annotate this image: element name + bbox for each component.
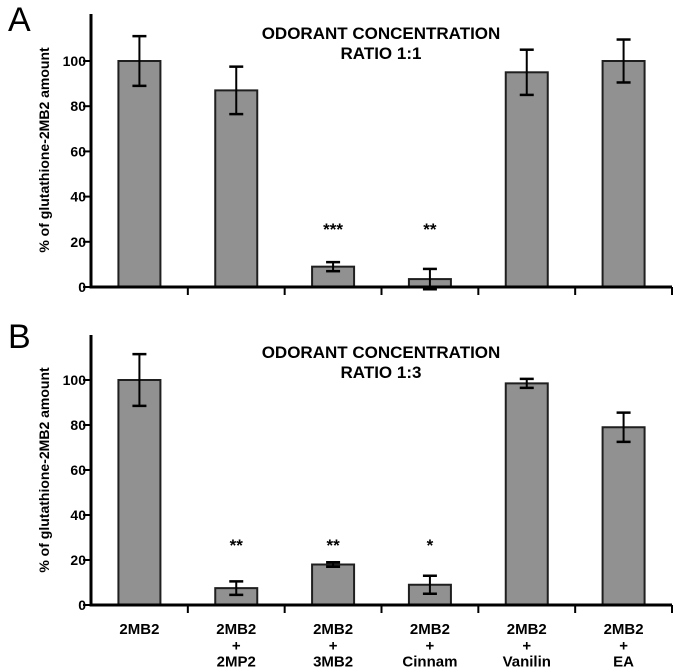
chart-title: ODORANT CONCENTRATION: [262, 24, 501, 43]
y-tick-label: 0: [78, 597, 86, 613]
y-tick-label: 60: [70, 462, 86, 478]
significance-asterisks: **: [423, 220, 437, 239]
x-category-label-line: Cinnam: [402, 654, 457, 668]
bar: [117, 379, 162, 606]
bar: [504, 382, 549, 606]
x-category-label-line: +: [619, 637, 628, 654]
bar: [311, 563, 356, 606]
bar: [601, 426, 646, 606]
bar: [117, 60, 162, 288]
y-tick-label: 100: [63, 372, 87, 388]
bar: [601, 60, 646, 288]
panel-letter: A: [8, 1, 31, 39]
panel-letter: B: [8, 318, 31, 356]
significance-asterisks: **: [326, 536, 340, 555]
bar: [504, 71, 549, 288]
chart-title: ODORANT CONCENTRATION: [262, 343, 501, 362]
y-tick-label: 20: [70, 552, 86, 568]
significance-asterisks: **: [230, 536, 244, 555]
y-tick-label: 20: [70, 234, 86, 250]
x-category-label-line: +: [232, 637, 241, 654]
x-category-label-line: 2MB2: [507, 621, 547, 638]
x-category-label-line: +: [426, 637, 435, 654]
y-tick-label: 80: [70, 417, 86, 433]
x-category-label-line: 3MB2: [313, 654, 353, 668]
x-category-label-line: +: [522, 637, 531, 654]
significance-asterisks: ***: [323, 220, 343, 239]
chart-subtitle: RATIO 1:3: [341, 363, 422, 382]
x-category-label-line: 2MB2: [119, 621, 159, 638]
y-tick-label: 40: [70, 507, 86, 523]
x-category-label-line: +: [329, 637, 338, 654]
y-tick-label: 80: [70, 98, 86, 114]
y-axis-label: % of glutathione-2MB2 amount: [36, 47, 52, 253]
y-tick-label: 100: [63, 53, 87, 69]
significance-asterisks: *: [427, 536, 434, 555]
y-tick-label: 0: [78, 279, 86, 295]
x-category-label-line: EA: [613, 654, 634, 668]
x-category-label-line: 2MP2: [217, 654, 256, 668]
chart-subtitle: RATIO 1:1: [341, 44, 422, 63]
y-tick-label: 60: [70, 143, 86, 159]
x-category-label-line: 2MB2: [604, 621, 644, 638]
y-tick-label: 40: [70, 189, 86, 205]
x-category-label-line: Vanilin: [503, 654, 551, 668]
bar: [214, 89, 259, 288]
x-category-label-line: 2MB2: [410, 621, 450, 638]
x-category-label-line: 2MB2: [313, 621, 353, 638]
y-axis-label: % of glutathione-2MB2 amount: [36, 367, 52, 573]
x-category-label-line: 2MB2: [216, 621, 256, 638]
